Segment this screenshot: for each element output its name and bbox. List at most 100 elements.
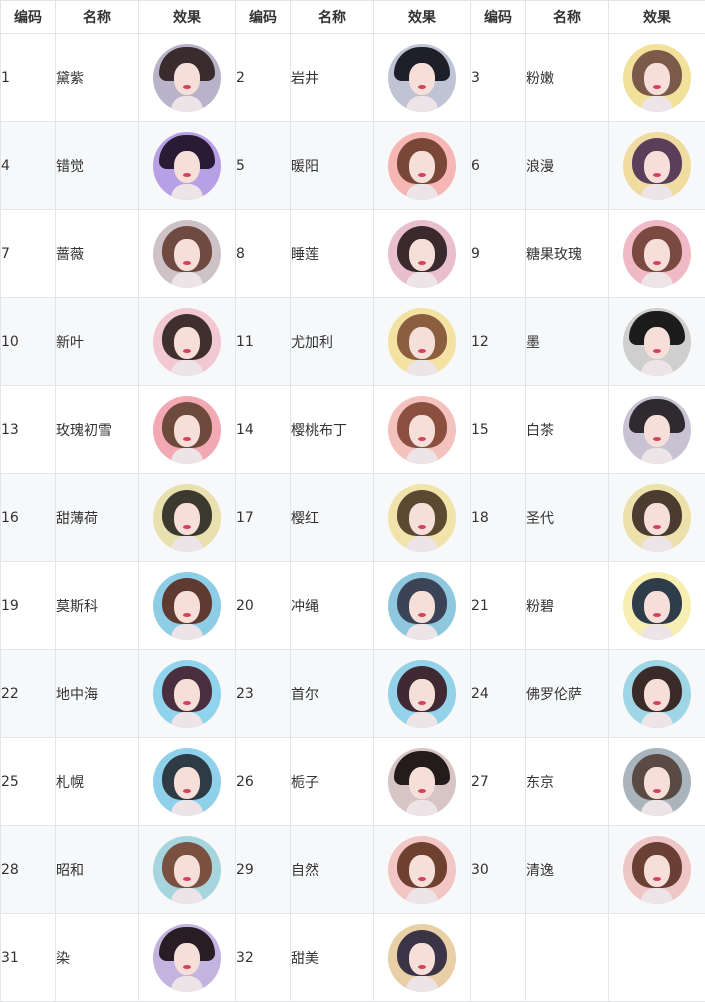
- preview-body: [171, 536, 203, 552]
- preview-face: [409, 767, 435, 799]
- filter-effect: [609, 826, 705, 914]
- preview-body: [171, 448, 203, 464]
- filter-name: 尤加利: [291, 298, 374, 386]
- filter-name: 栀子: [291, 738, 374, 826]
- preview-lips: [418, 261, 426, 265]
- filter-effect: [374, 474, 471, 562]
- filter-code: 18: [471, 474, 526, 562]
- preview-face: [409, 151, 435, 183]
- filter-name: 白茶: [526, 386, 609, 474]
- filter-code: 32: [236, 914, 291, 1002]
- empty-cell: [609, 914, 705, 1002]
- preview-face: [174, 503, 200, 535]
- preview-face: [409, 679, 435, 711]
- filter-preview-thumbnail: [388, 396, 456, 464]
- filter-preview-thumbnail: [623, 132, 691, 200]
- filter-code: 2: [236, 34, 291, 122]
- filter-code: 15: [471, 386, 526, 474]
- preview-body: [406, 712, 438, 728]
- empty-cell: [471, 914, 526, 1002]
- filter-effect: [609, 210, 705, 298]
- preview-body: [171, 976, 203, 992]
- preview-body: [641, 624, 673, 640]
- preview-face: [644, 415, 670, 447]
- filter-preview-thumbnail: [153, 396, 221, 464]
- preview-lips: [183, 85, 191, 89]
- preview-body: [171, 712, 203, 728]
- filter-code: 31: [1, 914, 56, 1002]
- filter-name: 甜薄荷: [56, 474, 139, 562]
- filter-effect: [374, 738, 471, 826]
- filter-code: 10: [1, 298, 56, 386]
- preview-face: [409, 415, 435, 447]
- header-code: 编码: [236, 1, 291, 34]
- filter-effect: [609, 562, 705, 650]
- filter-name: 圣代: [526, 474, 609, 562]
- filter-name: 蔷薇: [56, 210, 139, 298]
- filter-effect: [609, 474, 705, 562]
- filter-preview-thumbnail: [153, 220, 221, 288]
- filter-code: 7: [1, 210, 56, 298]
- filter-name: 清逸: [526, 826, 609, 914]
- filter-preview-thumbnail: [623, 484, 691, 552]
- preview-body: [406, 184, 438, 200]
- preview-face: [174, 591, 200, 623]
- preview-lips: [183, 613, 191, 617]
- preview-lips: [183, 789, 191, 793]
- preview-lips: [183, 437, 191, 441]
- preview-body: [641, 448, 673, 464]
- filter-preview-thumbnail: [623, 748, 691, 816]
- filter-preview-thumbnail: [388, 748, 456, 816]
- preview-lips: [418, 349, 426, 353]
- empty-cell: [526, 914, 609, 1002]
- filter-code: 21: [471, 562, 526, 650]
- filter-preview-thumbnail: [153, 748, 221, 816]
- filter-name: 墨: [526, 298, 609, 386]
- filter-effect: [139, 386, 236, 474]
- filter-effect: [609, 34, 705, 122]
- preview-face: [644, 327, 670, 359]
- filter-preview-thumbnail: [388, 132, 456, 200]
- preview-body: [406, 888, 438, 904]
- filter-name: 自然: [291, 826, 374, 914]
- preview-lips: [183, 525, 191, 529]
- filter-name: 新叶: [56, 298, 139, 386]
- preview-lips: [183, 965, 191, 969]
- filter-name: 染: [56, 914, 139, 1002]
- filter-effect: [374, 298, 471, 386]
- preview-face: [409, 239, 435, 271]
- preview-body: [406, 624, 438, 640]
- preview-body: [171, 624, 203, 640]
- header-name: 名称: [56, 1, 139, 34]
- filter-effect: [609, 738, 705, 826]
- filter-code: 20: [236, 562, 291, 650]
- filter-effect: [139, 826, 236, 914]
- filter-preview-thumbnail: [623, 572, 691, 640]
- filter-name: 玫瑰初雪: [56, 386, 139, 474]
- filter-name: 错觉: [56, 122, 139, 210]
- preview-lips: [418, 613, 426, 617]
- preview-body: [171, 888, 203, 904]
- preview-body: [406, 448, 438, 464]
- preview-body: [641, 800, 673, 816]
- filter-name: 冲绳: [291, 562, 374, 650]
- preview-lips: [653, 877, 661, 881]
- preview-face: [174, 63, 200, 95]
- preview-lips: [418, 701, 426, 705]
- preview-face: [644, 591, 670, 623]
- filter-preview-thumbnail: [153, 572, 221, 640]
- preview-body: [406, 976, 438, 992]
- preview-body: [406, 536, 438, 552]
- preview-body: [406, 800, 438, 816]
- filter-code: 3: [471, 34, 526, 122]
- filter-name: 暖阳: [291, 122, 374, 210]
- filter-effect: [139, 122, 236, 210]
- preview-body: [406, 272, 438, 288]
- filter-name: 地中海: [56, 650, 139, 738]
- filter-code: 27: [471, 738, 526, 826]
